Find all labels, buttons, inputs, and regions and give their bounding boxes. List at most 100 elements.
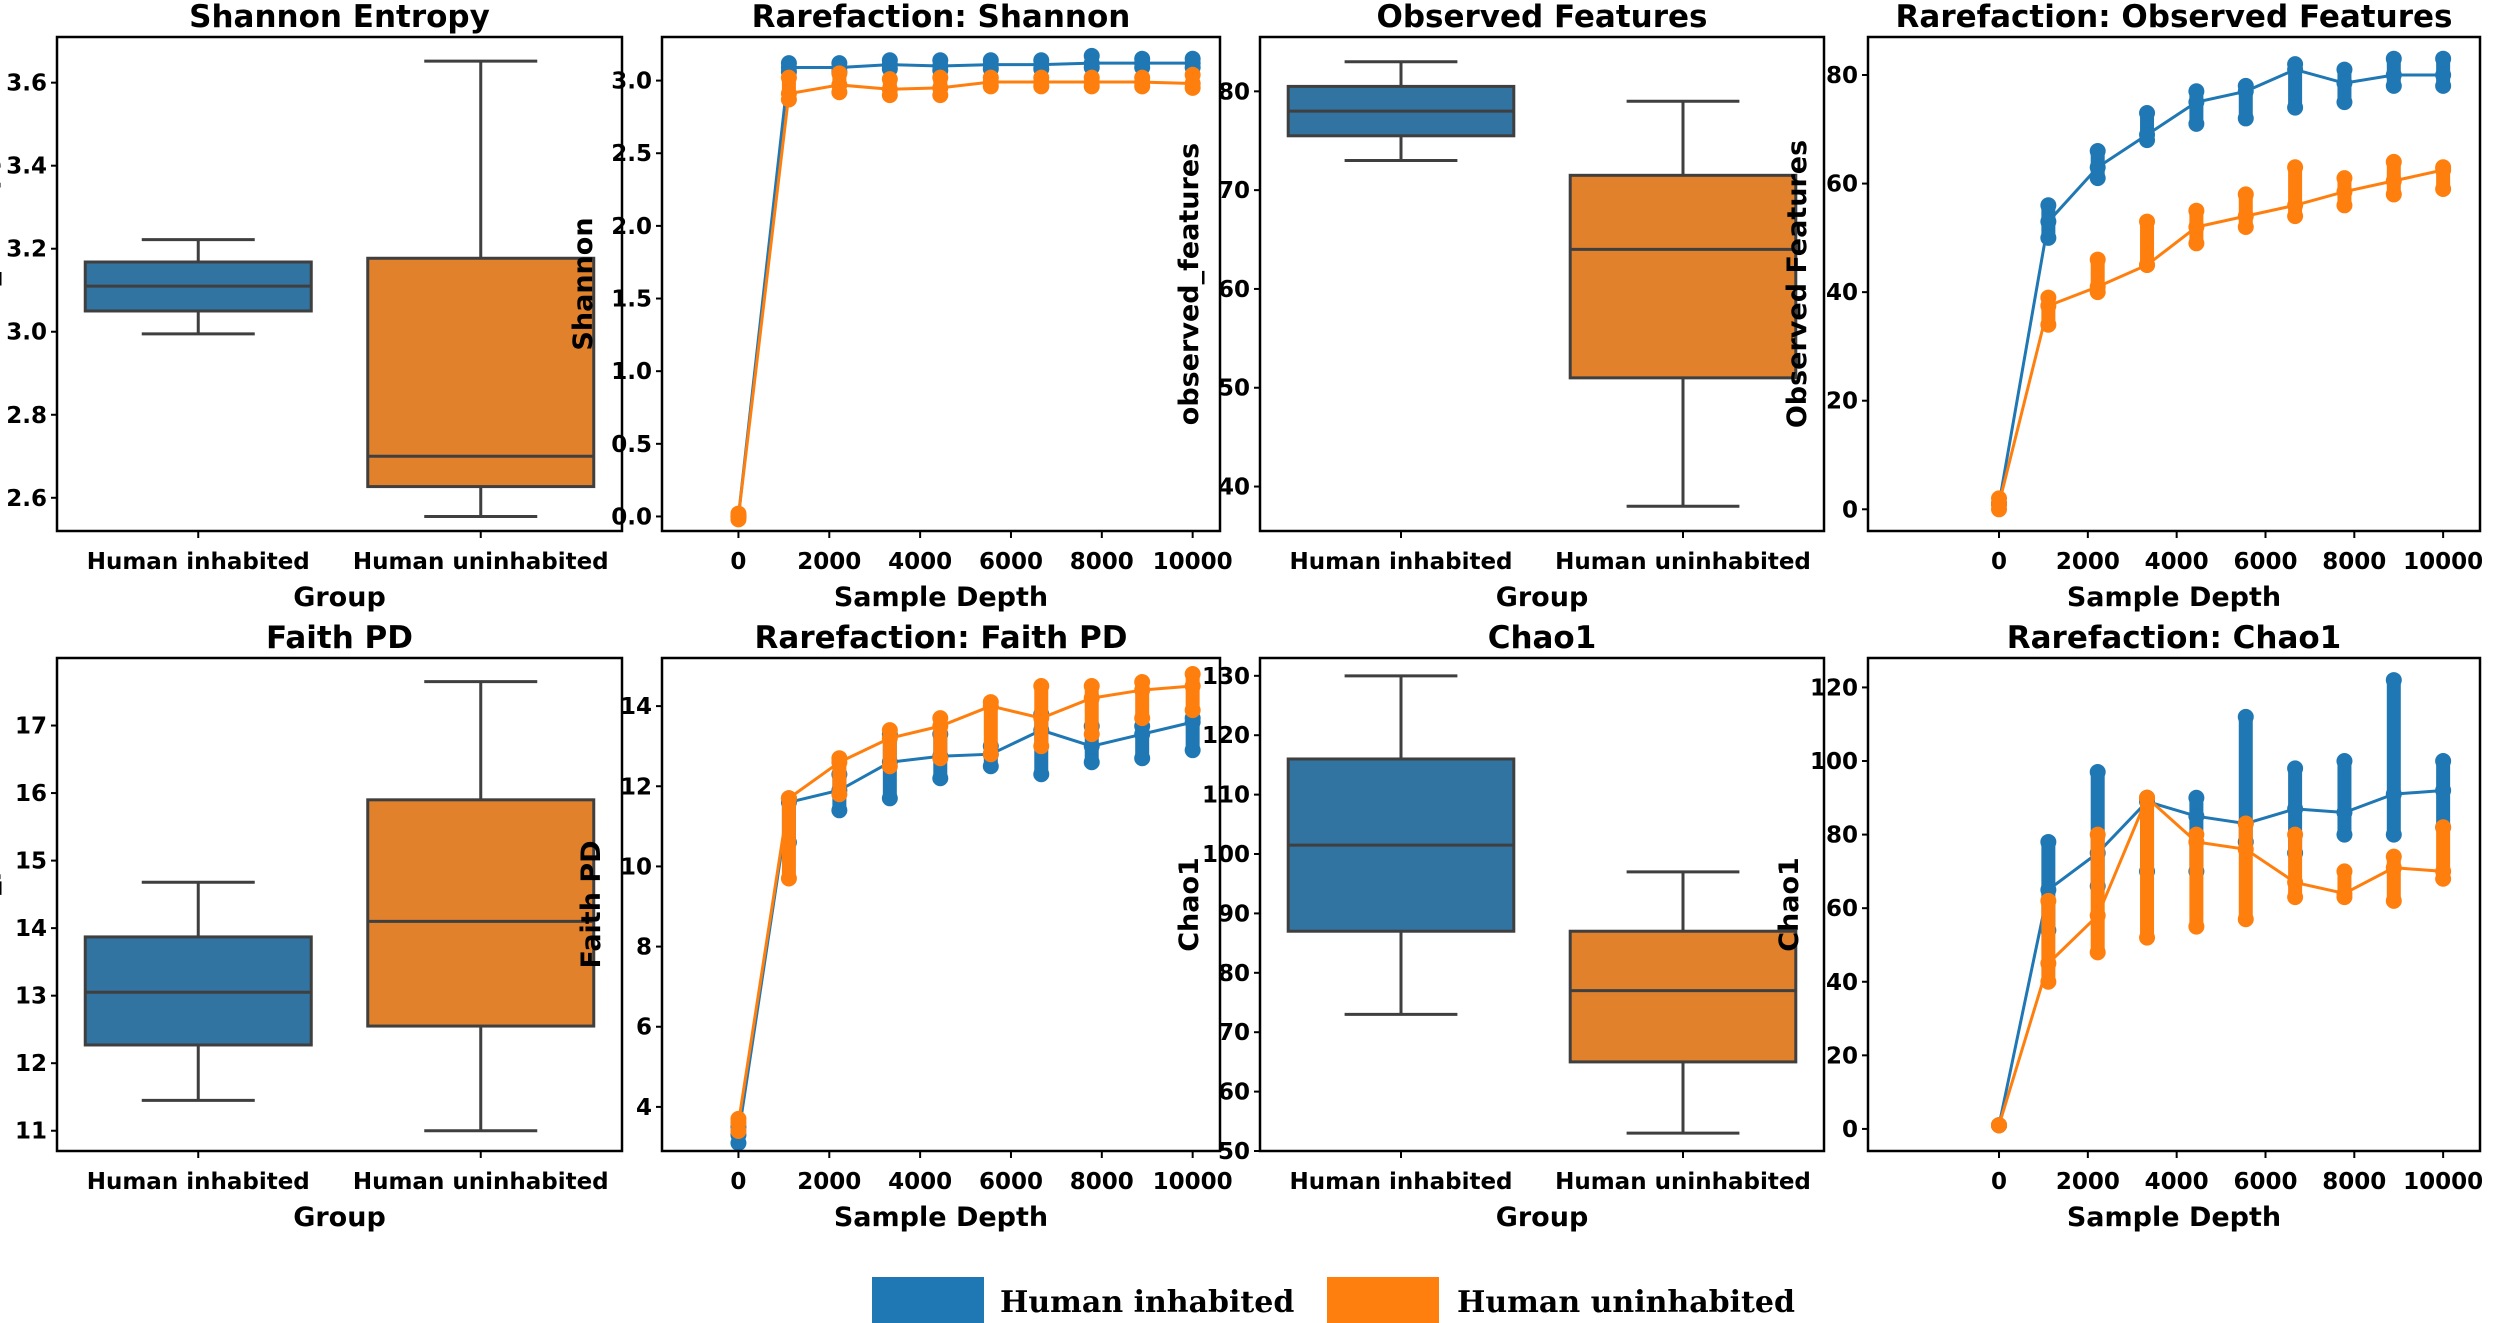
mean-point [1134, 682, 1151, 699]
box-inhabited [1286, 674, 1516, 1016]
y-tick-label: 2.6 [6, 486, 47, 512]
mean-point [1184, 714, 1201, 731]
plot-frame [1866, 35, 2482, 533]
legend-swatch-uninhabited [1327, 1277, 1439, 1323]
y-tick-label: 70 [1218, 178, 1250, 204]
data-point [1083, 726, 1100, 743]
mean-point [1991, 495, 2008, 512]
y-tick-label: 120 [1810, 675, 1858, 701]
x-tick-label: 6000 [2233, 1169, 2297, 1195]
mean-point [2040, 955, 2057, 972]
y-tick-label: 11 [15, 1119, 47, 1145]
mean-point [2040, 881, 2057, 898]
y-tick-label: 13 [15, 984, 47, 1010]
mean-line [736, 720, 1194, 1136]
mean-point [2139, 126, 2156, 143]
x-tick-label: 10000 [2403, 549, 2483, 575]
mean-line [736, 684, 1193, 1124]
mean-point [831, 754, 848, 771]
panel-rarefaction-observed-features: Rarefaction: Observed Features 0 20 40 60 80 O… [1782, 0, 2483, 613]
mean-point [932, 58, 949, 75]
data-point [2336, 826, 2353, 843]
mean-point [881, 81, 898, 98]
data-point [1033, 738, 1050, 755]
mean-point [2435, 162, 2452, 178]
legend-swatch-inhabited [872, 1277, 984, 1323]
mean-point [2040, 213, 2057, 230]
panel-observed-features: Observed Features 40 50 60 70 80 observed_feat… [1174, 0, 1826, 613]
mean-point [2385, 172, 2402, 189]
legend-label-inhabited: Human inhabited [1000, 1285, 1294, 1320]
y-axis-label: shannon_entropy [0, 152, 2, 415]
mean-line [1997, 788, 2444, 1126]
data-point [2040, 197, 2057, 214]
data-point [1134, 710, 1151, 727]
y-tick-label: 3.6 [6, 71, 47, 97]
mean-point [2385, 67, 2402, 83]
data-point [2287, 826, 2304, 843]
mean-point [2188, 833, 2205, 850]
x-tick-label: Human uninhabited [1555, 1169, 1811, 1195]
mean-point [1083, 55, 1100, 72]
series-inhabited [730, 47, 1201, 525]
mean-point [2089, 278, 2106, 295]
data-point [2237, 708, 2254, 725]
x-tick-label: 4000 [2145, 549, 2209, 575]
mean-point [1033, 74, 1050, 91]
chart-title: Chao1 [1488, 620, 1597, 656]
data-point [2237, 815, 2254, 832]
y-tick-label: 12 [620, 774, 652, 800]
data-point [2237, 911, 2254, 928]
data-point [2385, 826, 2402, 843]
data-point [2287, 889, 2304, 906]
data-point [2040, 892, 2057, 909]
y-tick-label: 120 [1202, 723, 1250, 749]
y-tick-label: 17 [15, 714, 47, 740]
y-tick-label: 60 [1826, 896, 1858, 922]
y-tick-label: 16 [15, 781, 47, 807]
y-tick-label: 0 [1842, 497, 1858, 523]
mean-point [2188, 94, 2205, 111]
x-tick-label: 4000 [888, 1169, 952, 1195]
data-point [2336, 61, 2353, 78]
data-point [2287, 99, 2304, 116]
x-tick-label: 2000 [2056, 549, 2120, 575]
mean-point [1083, 738, 1100, 755]
y-tick-label: 4 [636, 1095, 652, 1121]
panel-chao1: Chao1 50 60 70 80 90 100 110 120 130 Chao1 Group Hum… [1174, 620, 1826, 1233]
mean-point [2287, 800, 2304, 817]
mean-point [982, 74, 999, 91]
data-point [1083, 754, 1100, 771]
chart-title: Rarefaction: Shannon [752, 0, 1131, 35]
mean-point [780, 790, 797, 807]
y-tick-label: 20 [1826, 1043, 1858, 1069]
plot-frame [55, 35, 624, 533]
x-tick-label: 8000 [1070, 1169, 1134, 1195]
mean-point [1184, 678, 1201, 695]
x-axis-label: Group [293, 1202, 386, 1233]
x-axis-label: Group [1496, 1202, 1589, 1233]
data-point [2237, 110, 2254, 127]
y-tick-label: 3.2 [6, 237, 47, 263]
plot-frame [660, 656, 1222, 1153]
y-axis-label: Shannon [568, 217, 599, 350]
data-point [2188, 918, 2205, 935]
y-tick-label: 3.0 [6, 320, 47, 346]
data-point [2435, 753, 2452, 770]
data-point [2385, 672, 2402, 689]
plot-frame [1258, 656, 1826, 1153]
data-point [2188, 235, 2205, 252]
y-tick-label: 0.5 [611, 432, 652, 458]
x-tick-label: Human uninhabited [353, 549, 609, 575]
mean-point [2237, 208, 2254, 225]
y-tick-label: 80 [1826, 63, 1858, 89]
data-point [881, 790, 898, 807]
box-uninhabited [366, 59, 596, 518]
y-tick-label: 2.8 [6, 403, 47, 429]
x-tick-label: 6000 [2233, 549, 2297, 575]
x-tick-label: 2000 [797, 549, 861, 575]
x-tick-label: 6000 [979, 1169, 1043, 1195]
mean-point [2435, 782, 2452, 799]
y-tick-label: 0 [1842, 1117, 1858, 1143]
